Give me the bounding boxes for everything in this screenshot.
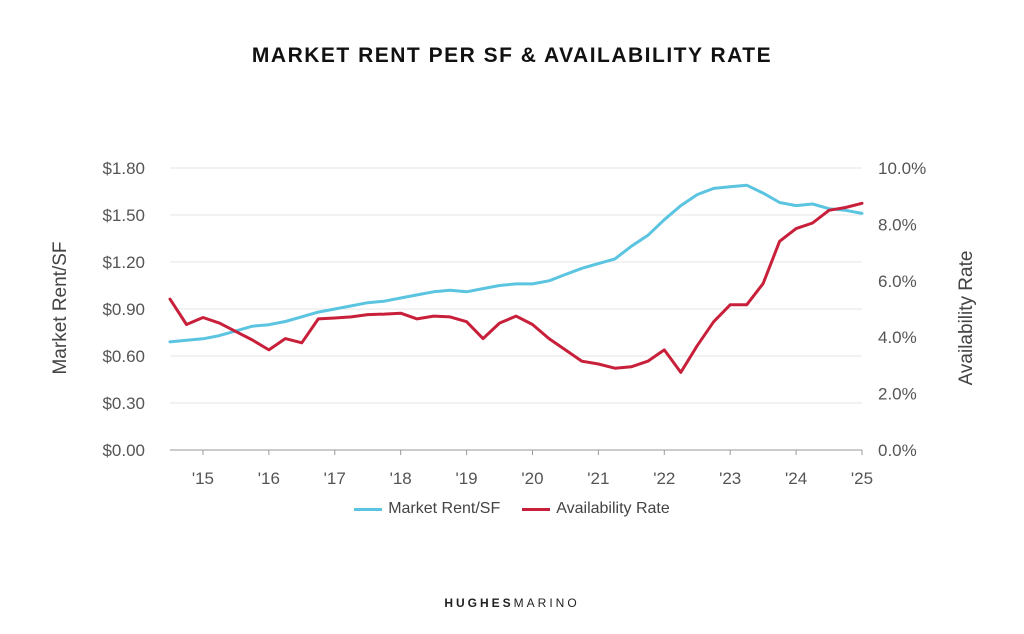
brand-logo: HUGHESMARINO [0,596,1024,610]
series-line-availability-rate [168,201,864,374]
brand-second: MARINO [513,596,580,610]
x-axis-ticks: '15 '16 '17 '18 '19 '20 '21 '22 '23 '24 '25 [192,450,873,488]
x-tick-label: '16 [258,469,280,488]
right-tick-label: 0.0% [878,441,917,460]
legend: Market Rent/SF Availability Rate [0,500,1024,518]
right-tick-label: 4.0% [878,328,917,347]
x-tick-label: '24 [785,469,807,488]
left-axis-ticks: $0.00 $0.30 $0.60 $0.90 $1.20 $1.50 $1.80 [102,159,145,460]
left-tick-label: $1.80 [102,159,145,178]
right-tick-label: 2.0% [878,385,917,404]
legend-swatch-rent [354,507,383,511]
legend-swatch-availability [522,507,551,511]
left-tick-label: $1.20 [102,253,145,272]
x-tick-label: '17 [324,469,346,488]
left-axis-title: Market Rent/SF [50,241,71,374]
chart-title: MARKET RENT PER SF & AVAILABILITY RATE [251,44,773,67]
series-lines [168,183,864,374]
left-tick-label: $0.60 [102,347,145,366]
x-tick-label: '18 [390,469,412,488]
left-tick-label: $0.30 [102,394,145,413]
right-tick-label: 10.0% [878,159,926,178]
x-tick-label: '22 [653,469,675,488]
right-axis-title: Availability Rate [956,251,977,386]
x-tick-label: '15 [192,469,214,488]
x-tick-label: '21 [587,469,609,488]
x-tick-label: '20 [521,469,543,488]
brand-first: HUGHES [444,596,514,610]
right-tick-label: 8.0% [878,215,917,234]
left-tick-label: $0.00 [102,441,145,460]
legend-label-availability: Availability Rate [556,500,670,517]
gridlines [170,167,862,451]
right-tick-label: 6.0% [878,272,917,291]
x-tick-label: '19 [455,469,477,488]
left-tick-label: $0.90 [102,300,145,319]
legend-item-availability: Availability Rate [522,500,670,518]
series-line-market-rent [168,183,864,344]
legend-item-rent: Market Rent/SF [354,500,500,518]
x-tick-label: '25 [851,469,873,488]
x-tick-label: '23 [719,469,741,488]
legend-label-rent: Market Rent/SF [388,500,501,517]
left-tick-label: $1.50 [102,206,145,225]
right-axis-ticks: 0.0% 2.0% 4.0% 6.0% 8.0% 10.0% [878,159,926,460]
